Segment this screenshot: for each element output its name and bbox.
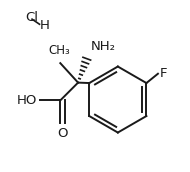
Text: H: H <box>40 19 50 33</box>
Text: HO: HO <box>17 94 37 107</box>
Text: CH₃: CH₃ <box>49 44 70 57</box>
Text: Cl: Cl <box>25 11 38 24</box>
Text: F: F <box>160 67 167 80</box>
Text: O: O <box>57 127 68 141</box>
Text: NH₂: NH₂ <box>91 40 116 53</box>
